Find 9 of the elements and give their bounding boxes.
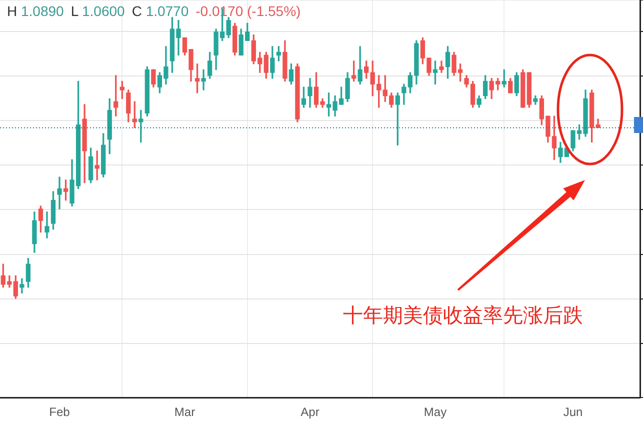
x-tick-label: Jun <box>563 405 583 420</box>
x-tick-label: May <box>424 405 447 420</box>
annotation: L 1.0600 <box>70 3 125 19</box>
text: 十年期美债收益率先涨后跌 <box>343 302 583 329</box>
x-tick-label: Mar <box>174 405 196 420</box>
x-tick-label: Feb <box>49 405 70 420</box>
annotation: H 1.0890 <box>7 3 64 19</box>
x-tick-label: Apr <box>300 405 320 420</box>
annotation: C 1.0770 <box>132 3 189 19</box>
